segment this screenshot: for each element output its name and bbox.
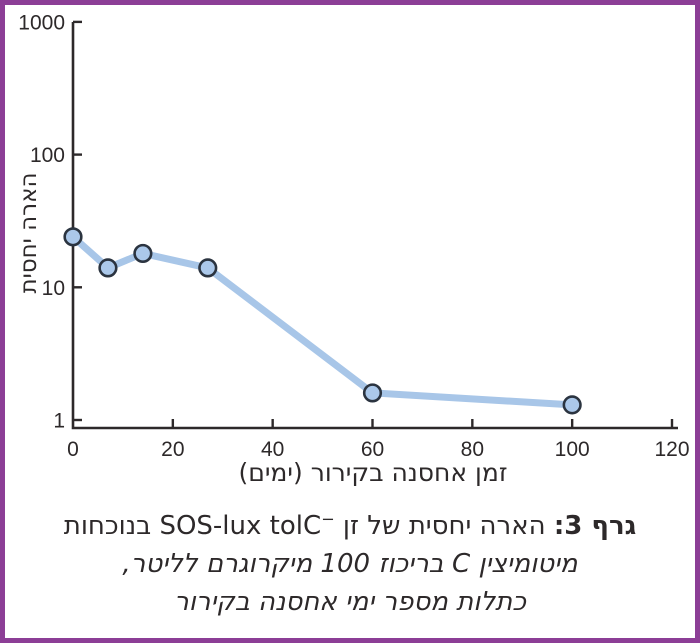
caption-line-1: גרף 3: הארה יחסית של זן SOS-lux tolC− בנ… <box>0 507 700 545</box>
y-tick-label: 1000 <box>18 11 65 34</box>
x-tick-label: 120 <box>654 438 689 461</box>
x-tick-label: 100 <box>555 438 590 461</box>
y-tick-label: 10 <box>42 277 65 300</box>
data-point <box>562 395 582 415</box>
superscript-minus: − <box>321 509 335 529</box>
data-point <box>362 383 383 403</box>
caption-line-2: מיטומיצין C בריכוז 100 מיקרוגרם לליטר, <box>122 549 578 579</box>
caption-line-3: כתלות מספר ימי אחסנה בקירור <box>174 587 526 617</box>
data-point <box>198 258 218 278</box>
x-axis-title: זמן אחסנה בקירור (ימים) <box>238 458 508 487</box>
x-tick-label: 20 <box>161 438 184 461</box>
data-point <box>63 227 83 247</box>
x-tick-label: 80 <box>461 438 484 461</box>
caption-figure-number: גרף 3: <box>553 511 637 541</box>
axis-line <box>71 22 678 430</box>
x-tick-label: 40 <box>261 438 284 461</box>
strain-name-text: SOS-lux tolC <box>159 511 322 541</box>
caption-text-b: בנוכחות <box>63 511 160 541</box>
y-axis-title: הארה יחסית <box>16 172 42 294</box>
y-tick-label: 100 <box>30 144 65 167</box>
x-tick-label: 60 <box>361 438 384 461</box>
line-chart-canvas: 1 10 100 1000 0 20 40 60 80 100 120 <box>18 11 689 461</box>
strain-name: SOS-lux tolC− <box>159 511 334 541</box>
data-line <box>69 233 576 409</box>
x-tick-label: 0 <box>67 438 79 461</box>
caption-text-a: הארה יחסית של זן <box>334 511 554 541</box>
data-point <box>98 258 118 278</box>
data-point <box>133 243 153 264</box>
figure-caption: גרף 3: הארה יחסית של זן SOS-lux tolC− בנ… <box>0 507 700 621</box>
y-tick-label: 1 <box>53 410 65 433</box>
